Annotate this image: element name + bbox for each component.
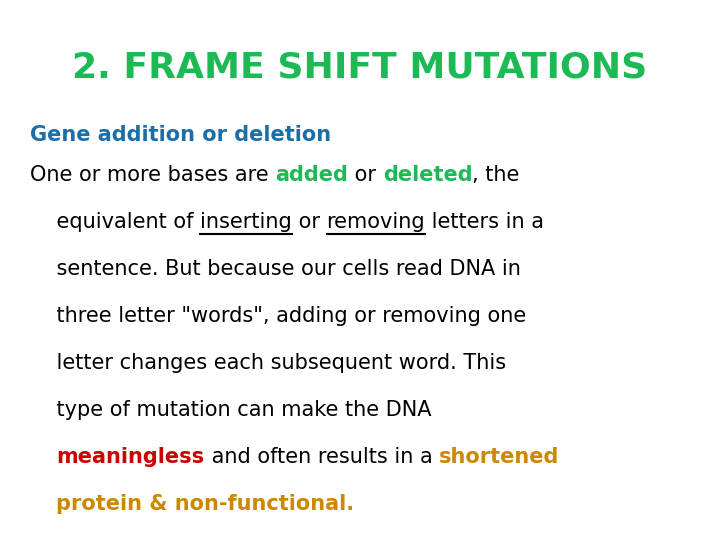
- Text: removing: removing: [326, 212, 425, 232]
- Text: type of mutation can make the DNA: type of mutation can make the DNA: [30, 400, 431, 420]
- Text: sentence. But because our cells read DNA in: sentence. But because our cells read DNA…: [30, 259, 521, 279]
- Text: shortened: shortened: [439, 447, 559, 467]
- Text: or: or: [292, 212, 326, 232]
- Text: and often results in a: and often results in a: [204, 447, 439, 467]
- Text: added: added: [275, 165, 348, 185]
- Text: deleted: deleted: [383, 165, 472, 185]
- Text: 2. FRAME SHIFT MUTATIONS: 2. FRAME SHIFT MUTATIONS: [73, 50, 647, 84]
- Text: , the: , the: [472, 165, 520, 185]
- Text: letters in a: letters in a: [425, 212, 544, 232]
- Text: Gene addition or deletion: Gene addition or deletion: [30, 125, 331, 145]
- Text: protein & non-functional.: protein & non-functional.: [56, 494, 355, 514]
- Text: One or more bases are: One or more bases are: [30, 165, 275, 185]
- Text: equivalent of: equivalent of: [30, 212, 200, 232]
- Text: or: or: [348, 165, 383, 185]
- Text: meaningless: meaningless: [56, 447, 204, 467]
- Text: letter changes each subsequent word. This: letter changes each subsequent word. Thi…: [30, 353, 506, 373]
- Text: inserting: inserting: [200, 212, 292, 232]
- Text: three letter "words", adding or removing one: three letter "words", adding or removing…: [30, 306, 526, 326]
